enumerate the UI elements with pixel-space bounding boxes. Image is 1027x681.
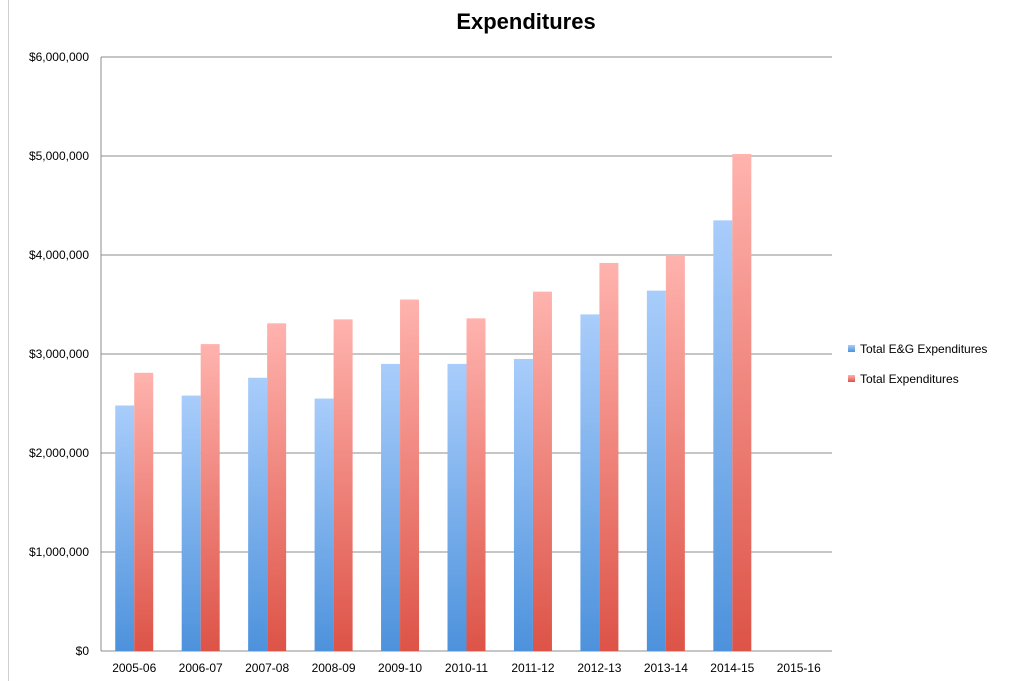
y-tick-label: $0 <box>76 644 90 658</box>
legend: Total E&G Expenditures Total Expenditures <box>848 342 987 386</box>
bar-total-expenditures <box>466 318 486 651</box>
y-tick-label: $2,000,000 <box>29 446 89 460</box>
legend-swatch <box>848 375 855 382</box>
bar-eg-expenditures <box>713 220 733 651</box>
bar-total-expenditures <box>400 299 420 651</box>
x-tick-label: 2007-08 <box>245 661 289 675</box>
x-tick-label: 2008-09 <box>312 661 356 675</box>
y-tick-label: $1,000,000 <box>29 545 89 559</box>
bar-eg-expenditures <box>381 363 401 651</box>
bar-eg-expenditures <box>646 290 666 651</box>
x-tick-label: 2011-12 <box>511 661 554 675</box>
x-tick-label: 2006-07 <box>179 661 223 675</box>
x-tick-label: 2013-14 <box>644 661 688 675</box>
legend-swatch <box>848 345 855 352</box>
bar-total-expenditures <box>134 372 154 651</box>
left-border-line <box>8 0 9 681</box>
bar-eg-expenditures <box>181 395 201 651</box>
bar-total-expenditures <box>732 154 752 651</box>
y-tick-label: $5,000,000 <box>29 149 89 163</box>
bar-eg-expenditures <box>447 363 467 651</box>
y-tick-label: $4,000,000 <box>29 248 89 262</box>
bar-eg-expenditures <box>115 405 135 651</box>
bars <box>115 154 752 651</box>
bar-total-expenditures <box>532 291 552 651</box>
bar-total-expenditures <box>200 344 220 651</box>
legend-label: Total E&G Expenditures <box>860 342 987 356</box>
bar-eg-expenditures <box>248 377 268 651</box>
bar-total-expenditures <box>665 255 685 651</box>
bar-eg-expenditures <box>580 314 600 651</box>
x-axis-tick-labels: 2005-06 2006-07 2007-08 2008-09 2009-10 2010-… <box>112 661 821 675</box>
gridlines <box>101 56 832 553</box>
bar-total-expenditures <box>267 323 287 651</box>
x-tick-label: 2010-11 <box>445 661 488 675</box>
y-tick-label: $6,000,000 <box>29 50 89 64</box>
x-tick-label: 2009-10 <box>378 661 422 675</box>
y-tick-label: $3,000,000 <box>29 347 89 361</box>
legend-label: Total Expenditures <box>860 372 959 386</box>
chart-title: Expenditures <box>456 9 595 34</box>
bar-total-expenditures <box>599 262 619 651</box>
x-tick-label: 2015-16 <box>777 661 821 675</box>
x-tick-label: 2012-13 <box>577 661 621 675</box>
bar-total-expenditures <box>333 319 353 651</box>
bar-eg-expenditures <box>513 358 533 651</box>
y-axis-tick-labels: $0 $1,000,000 $2,000,000 $3,000,000 $4,000,0… <box>29 50 89 658</box>
bar-eg-expenditures <box>314 398 334 651</box>
x-tick-label: 2005-06 <box>112 661 156 675</box>
x-tick-label: 2014-15 <box>710 661 754 675</box>
